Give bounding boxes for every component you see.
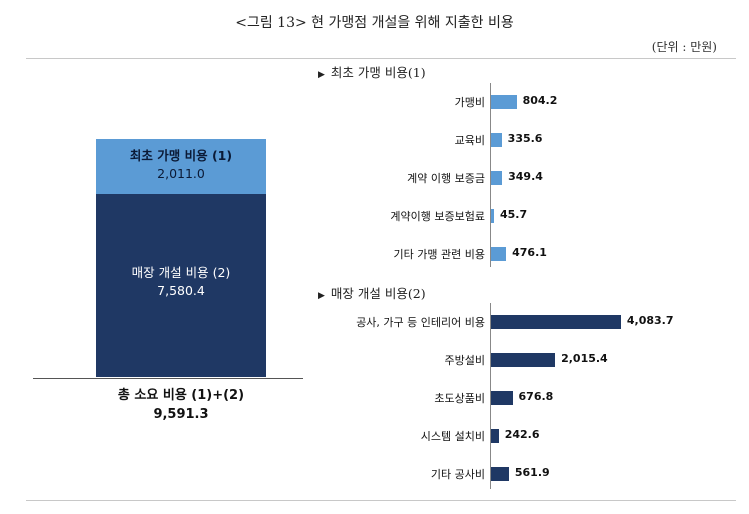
data-label: 2,015.4 bbox=[561, 352, 608, 365]
category-label: 주방설비 bbox=[444, 354, 485, 367]
data-label: 349.4 bbox=[508, 170, 543, 183]
bar bbox=[491, 467, 509, 481]
stack-initial-label: 최초 가맹 비용 (1) 2,011.0 bbox=[129, 148, 233, 181]
bar bbox=[491, 315, 621, 329]
category-label: 시스템 설치비 bbox=[420, 430, 485, 443]
category-label: 계약 이행 보증금 bbox=[407, 172, 485, 185]
bar bbox=[491, 95, 517, 109]
bar bbox=[491, 209, 494, 223]
category-label: 교육비 bbox=[454, 134, 485, 147]
data-label: 804.2 bbox=[522, 94, 558, 107]
section-title-initial: ▶ 최초 가맹 비용(1) bbox=[318, 65, 426, 80]
triangle-icon: ▶ bbox=[318, 291, 325, 301]
stack-store-label: 매장 개설 비용 (2) 7,580.4 bbox=[131, 265, 231, 298]
data-label: 561.9 bbox=[514, 466, 550, 479]
data-label: 335.6 bbox=[507, 132, 543, 145]
top-rule bbox=[26, 58, 736, 59]
triangle-icon: ▶ bbox=[318, 70, 325, 80]
data-label: 45.7 bbox=[500, 208, 528, 221]
bar bbox=[491, 429, 499, 443]
bar bbox=[491, 133, 502, 147]
total-label: 총 소요 비용 (1)+(2) 9,591.3 bbox=[117, 388, 245, 422]
axis-store bbox=[490, 303, 491, 489]
category-label: 기타 가맹 관련 비용 bbox=[393, 248, 485, 261]
unit-label: (단위 : 만원) bbox=[651, 40, 717, 54]
bar bbox=[491, 391, 513, 405]
category-label: 기타 공사비 bbox=[430, 468, 485, 481]
bar bbox=[491, 171, 503, 185]
stack-segment-store: 매장 개설 비용 (2) 7,580.4 bbox=[96, 194, 266, 377]
data-label: 676.8 bbox=[518, 390, 554, 403]
bar bbox=[491, 247, 507, 261]
bar bbox=[491, 353, 556, 367]
stack-segment-initial: 최초 가맹 비용 (1) 2,011.0 bbox=[96, 139, 266, 194]
bottom-rule bbox=[26, 500, 736, 501]
data-label: 242.6 bbox=[504, 428, 540, 441]
data-label: 4,083.7 bbox=[626, 314, 674, 327]
category-label: 가맹비 bbox=[454, 96, 485, 109]
stack-baseline bbox=[33, 378, 303, 379]
category-label: 공사, 가구 등 인테리어 비용 bbox=[356, 316, 485, 329]
data-label: 476.1 bbox=[512, 246, 547, 259]
category-label: 계약이행 보증보험료 bbox=[390, 210, 485, 223]
category-label: 초도상품비 bbox=[434, 392, 485, 405]
section-title-store: ▶ 매장 개설 비용(2) bbox=[318, 286, 426, 301]
axis-initial bbox=[490, 83, 491, 267]
chart-title: <그림 13> 현 가맹점 개설을 위해 지출한 비용 bbox=[235, 15, 514, 31]
